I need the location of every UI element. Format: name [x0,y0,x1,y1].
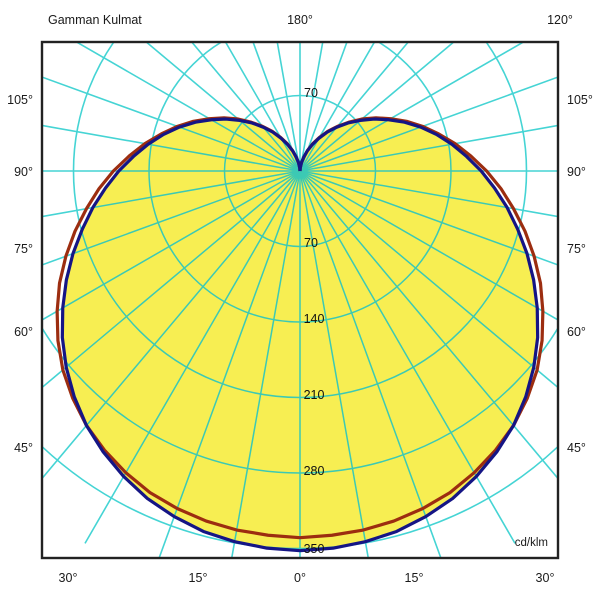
left-label-75: 75° [14,242,33,256]
radial-label-70-top: 70 [304,86,318,100]
plot-frame [40,40,560,560]
grid-spoke [299,42,376,172]
bottom-label-15-right: 15° [405,571,424,585]
right-label-45: 45° [567,441,586,455]
left-label-90: 90° [14,165,33,179]
inner-grid-spoke [62,119,301,172]
chart-title: Gamman Kulmat [48,13,142,27]
radial-label-210: 210 [304,388,325,402]
inner-grid-spoke [299,170,538,387]
bottom-label-30-left: 30° [59,571,78,585]
inner-grid-spoke [224,170,301,551]
inner-grid-spoke [62,170,301,319]
radial-label-140: 140 [304,312,325,326]
right-label-105: 105° [567,93,593,107]
grid-spoke [224,42,301,172]
inner-grid-spoke [62,119,301,172]
right-label-75: 75° [567,242,586,256]
left-label-60: 60° [14,325,33,339]
bottom-label-30-right: 30° [536,571,555,585]
radial-label-350: 350 [304,542,325,556]
top-label-180: 180° [287,13,313,27]
grid-spoke [190,42,301,172]
inner-grid-spoke [299,170,538,319]
left-label-105: 105° [7,93,33,107]
top-label-120: 120° [547,13,573,27]
curve-c0-c180 [60,117,540,553]
inner-grid-spoke [299,119,538,172]
inner-grid-spoke [62,170,301,448]
inner-grid-spoke [299,119,538,172]
left-label-45: 45° [14,441,33,455]
grid-spoke [299,42,348,172]
grid-spoke [252,42,301,172]
inner-grid-spoke [299,119,538,172]
inner-grid-spoke [62,119,301,172]
bottom-label-0: 0° [294,571,306,585]
inner-grid-spoke [62,170,301,387]
inner-grid-spoke [299,170,376,551]
grid-spoke [299,42,324,172]
unit-label: cd/klm [515,537,548,549]
right-label-90: 90° [567,165,586,179]
grid-spoke [276,42,301,172]
radial-label-280: 280 [304,464,325,478]
right-label-60: 60° [567,325,586,339]
bottom-label-15-left: 15° [189,571,208,585]
inner-grid-spoke [299,170,538,448]
radial-label-70: 70 [304,236,318,250]
grid-spoke [299,42,410,172]
